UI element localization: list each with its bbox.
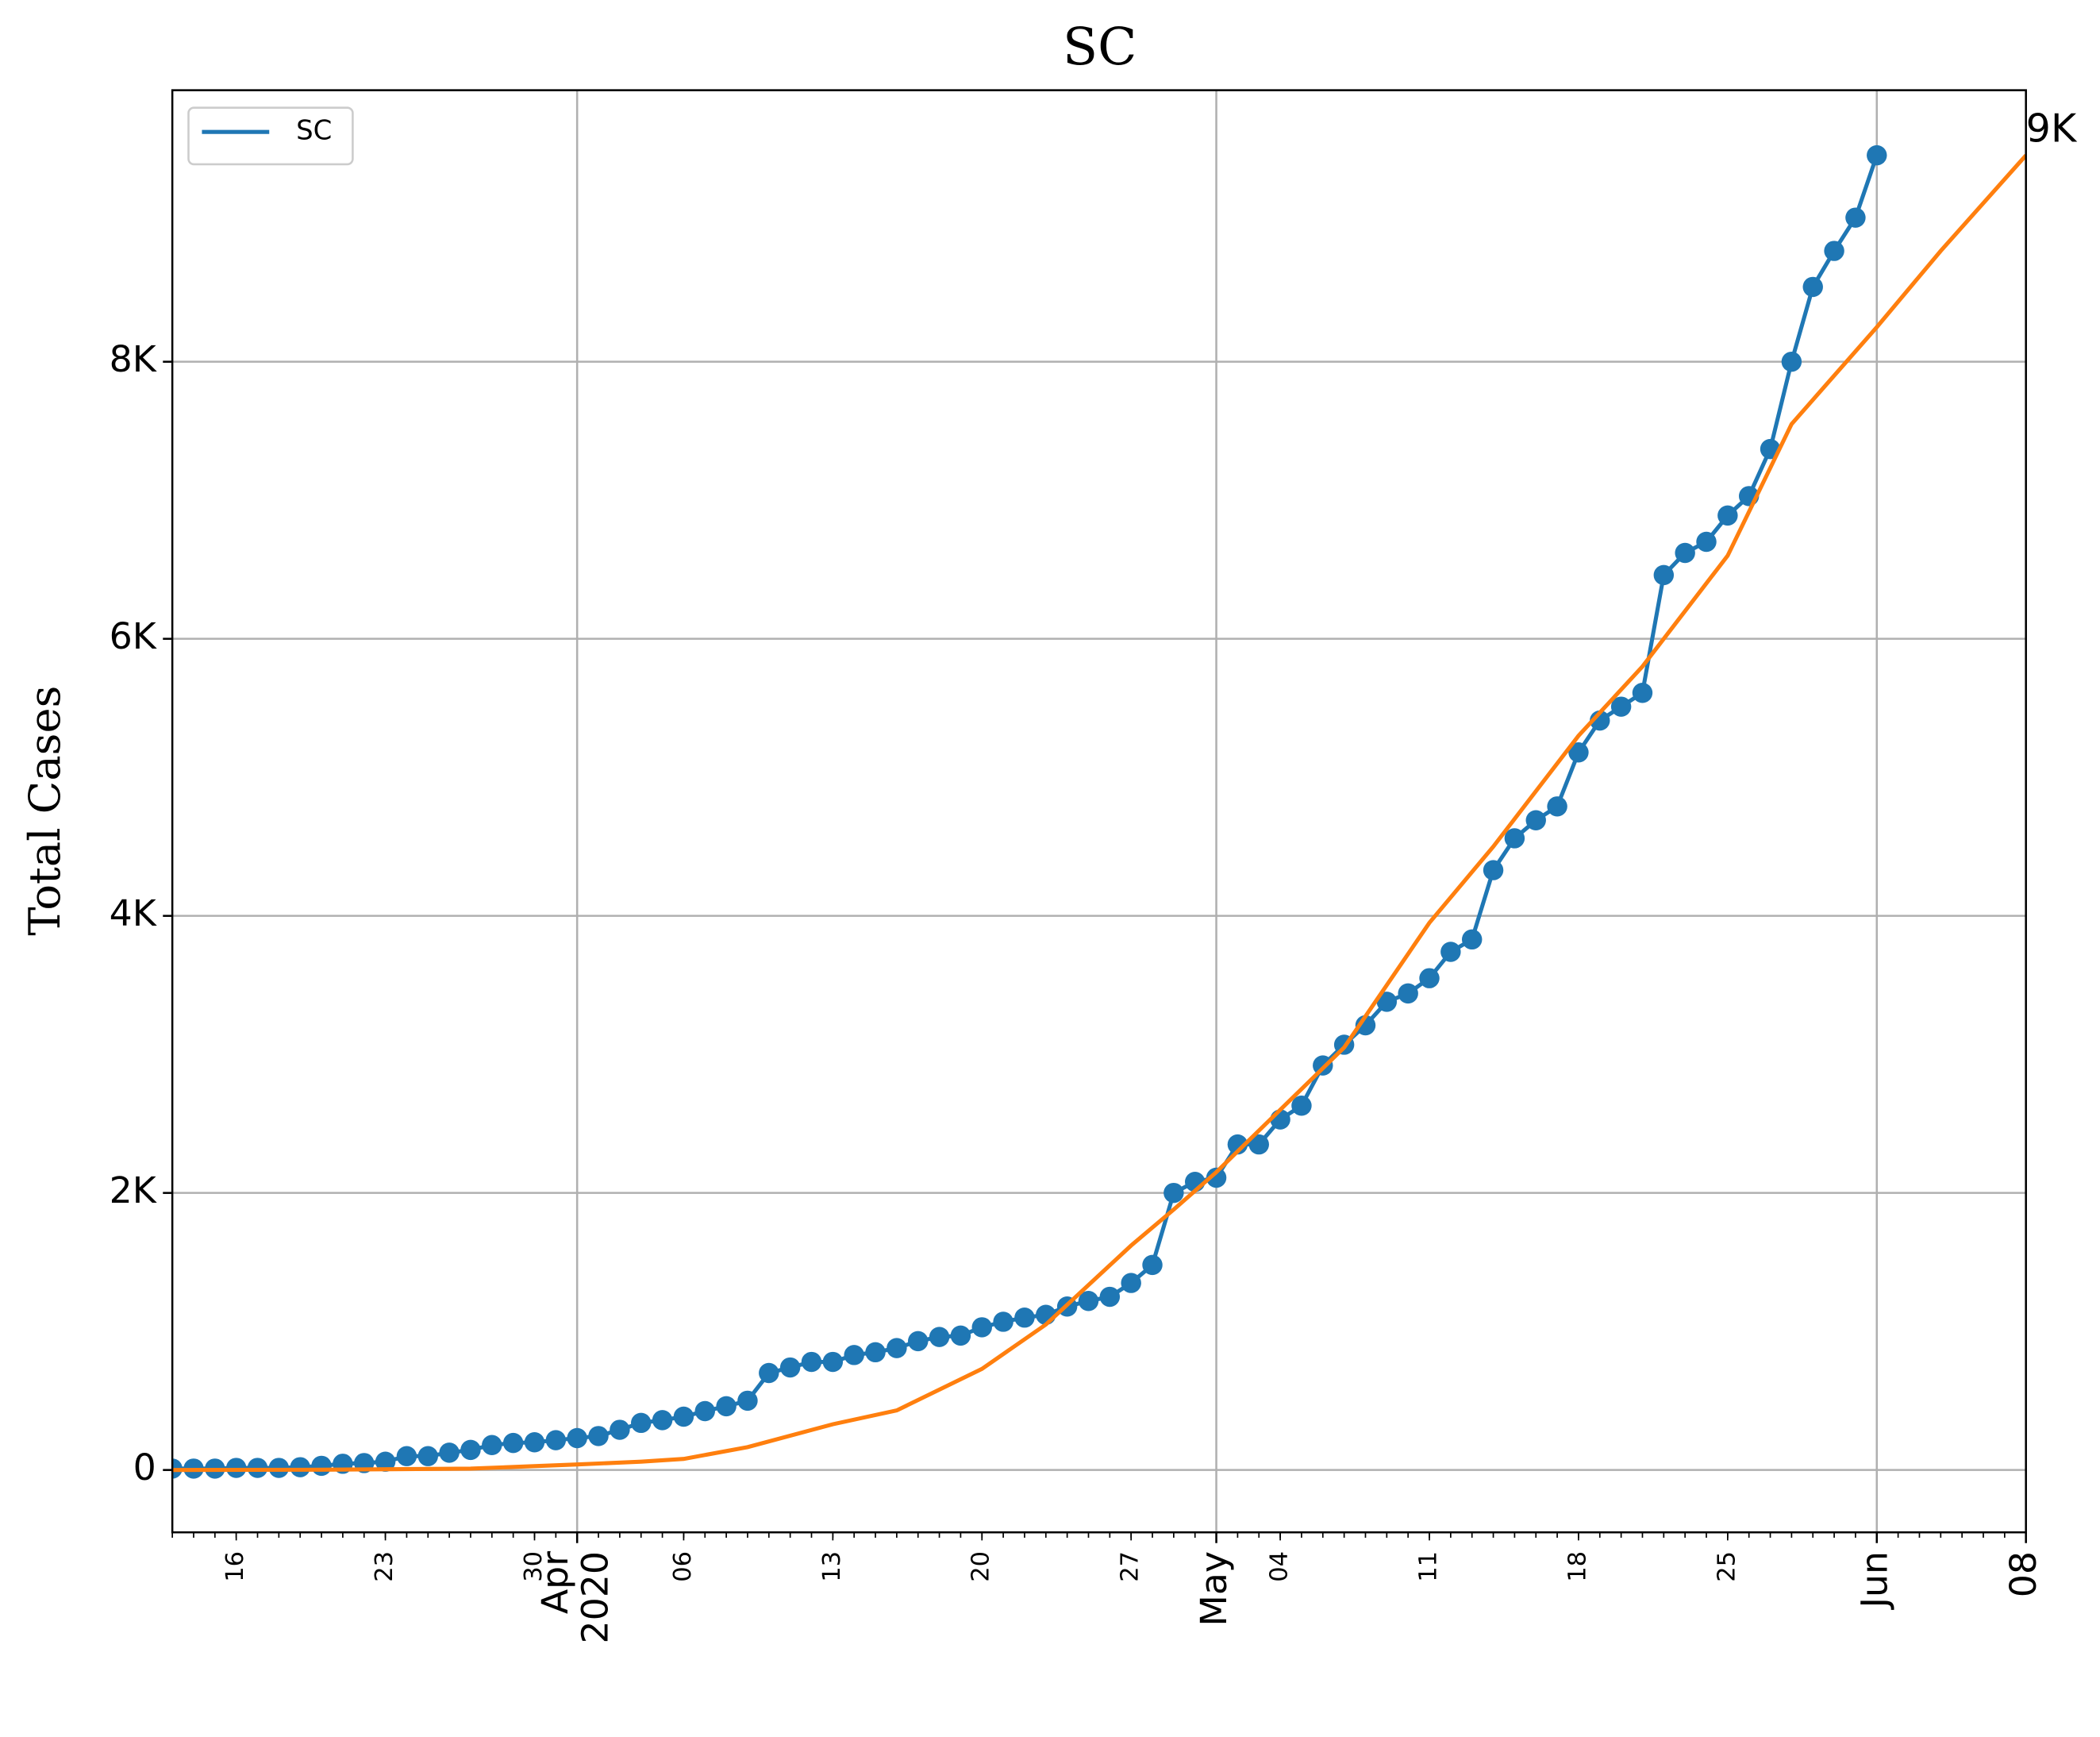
data-point — [1291, 1096, 1312, 1116]
x-minor-tick-label: 27 — [1117, 1551, 1144, 1582]
y-tick-label: 8K — [110, 337, 157, 380]
data-point — [1696, 531, 1717, 553]
data-point — [950, 1325, 971, 1346]
data-point — [1121, 1273, 1141, 1293]
data-point — [759, 1362, 779, 1384]
data-point — [737, 1390, 758, 1412]
x-minor-tick-label: 30 — [520, 1551, 548, 1582]
data-point — [1525, 810, 1546, 830]
x-tick-label: Apr2020 — [533, 1551, 616, 1644]
data-point — [822, 1351, 844, 1373]
x-tick-label: May — [1192, 1551, 1235, 1627]
series-line — [172, 153, 2026, 1473]
data-point — [1845, 207, 1866, 228]
data-point — [1419, 968, 1440, 988]
x-minor-tick-label: 25 — [1713, 1551, 1740, 1582]
data-point — [631, 1412, 652, 1434]
data-point — [673, 1406, 694, 1427]
x-minor-tick-label: 20 — [967, 1551, 995, 1582]
y-tick-label: 6K — [110, 614, 157, 657]
x-minor-tick-label: 13 — [818, 1551, 846, 1582]
data-point — [1568, 742, 1589, 763]
data-point — [375, 1451, 396, 1472]
data-point — [567, 1427, 587, 1449]
data-point — [1398, 983, 1418, 1004]
data-point — [417, 1446, 438, 1466]
data-point — [1099, 1286, 1121, 1308]
data-point — [482, 1435, 502, 1455]
data-point — [887, 1338, 907, 1358]
data-point — [779, 1357, 801, 1378]
data-point — [524, 1432, 545, 1453]
x-minor-tick-label: 23 — [371, 1551, 398, 1582]
data-point — [801, 1351, 822, 1373]
data-point — [1653, 564, 1675, 586]
data-point — [694, 1400, 715, 1422]
legend-box — [187, 106, 354, 166]
data-point — [1867, 144, 1887, 166]
y-tick-label: 2K — [110, 1169, 157, 1211]
data-point — [1781, 351, 1802, 372]
data-point — [1163, 1182, 1184, 1204]
x-tick-label: Jun — [1852, 1551, 1895, 1611]
data-point — [993, 1311, 1013, 1332]
data-point — [1376, 992, 1398, 1012]
data-point — [971, 1317, 992, 1338]
chart-title: SC — [1063, 17, 1137, 77]
data-point — [1632, 682, 1653, 703]
data-point — [290, 1457, 310, 1477]
data-point — [1547, 796, 1567, 817]
data-point — [588, 1426, 609, 1446]
data-point — [1142, 1254, 1163, 1276]
annotation: 9K — [2026, 106, 2078, 152]
data-point — [1504, 828, 1525, 849]
data-point — [908, 1331, 929, 1352]
data-point — [1610, 696, 1632, 717]
data-point — [311, 1455, 332, 1477]
data-point — [1802, 276, 1823, 298]
data-point — [652, 1410, 673, 1431]
data-point — [1078, 1291, 1099, 1311]
x-minor-tick-label: 16 — [221, 1551, 249, 1582]
data-point — [1483, 860, 1504, 880]
data-point — [844, 1345, 864, 1365]
y-axis-label: Total Cases — [20, 686, 70, 936]
data-point — [460, 1439, 481, 1461]
data-point — [1248, 1134, 1269, 1155]
data-point — [610, 1419, 630, 1440]
data-point — [396, 1446, 417, 1466]
data-point — [1717, 505, 1738, 526]
data-point — [865, 1342, 886, 1363]
data-point — [1675, 542, 1695, 564]
data-point — [1227, 1134, 1248, 1155]
data-point — [1014, 1307, 1035, 1328]
data-point — [1824, 241, 1844, 261]
data-point — [929, 1327, 950, 1347]
x-minor-tick-label: 04 — [1266, 1551, 1294, 1582]
axes-frame — [171, 89, 2027, 1534]
x-minor-tick-label: 11 — [1415, 1551, 1443, 1582]
data-point — [1440, 942, 1461, 962]
data-point — [1206, 1167, 1227, 1188]
data-point — [545, 1430, 567, 1450]
y-tick-label: 4K — [110, 892, 157, 934]
data-point — [1461, 929, 1483, 950]
data-point — [716, 1396, 737, 1417]
x-tick-label: 08 — [2002, 1551, 2044, 1597]
x-minor-tick-label: 18 — [1563, 1551, 1591, 1582]
x-minor-tick-label: 06 — [669, 1551, 697, 1582]
data-point — [502, 1432, 524, 1454]
series-line — [172, 154, 1879, 1471]
legend-label: SC — [296, 115, 332, 146]
plot-area — [172, 144, 2026, 1479]
y-tick-label: 0 — [133, 1446, 156, 1489]
data-point — [439, 1442, 460, 1463]
